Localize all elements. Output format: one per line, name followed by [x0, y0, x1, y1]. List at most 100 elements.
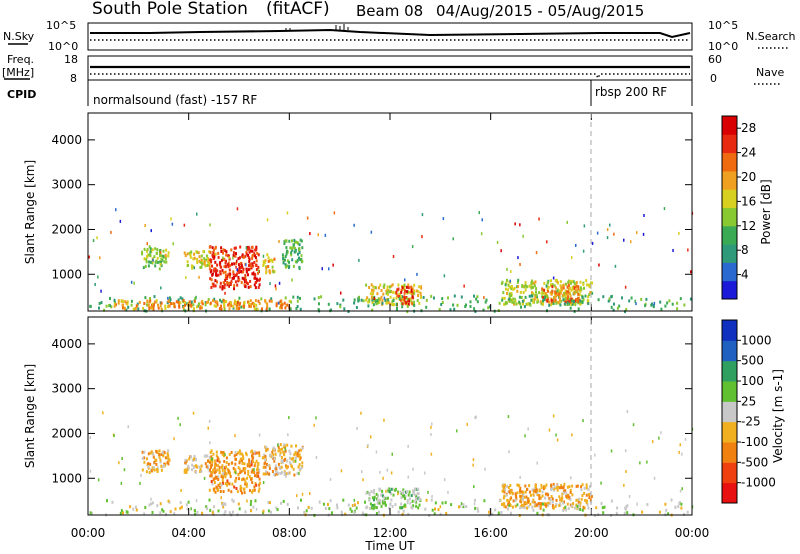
- velocity-cell: [365, 491, 368, 495]
- power-cell: [191, 266, 194, 270]
- power-cell: [105, 304, 108, 308]
- velocity-colorbar-tick-label: -100: [741, 435, 768, 449]
- power-cell: [209, 270, 212, 274]
- velocity-cell: [264, 465, 267, 469]
- power-cell: [531, 298, 534, 302]
- power-cell: [568, 286, 571, 290]
- power-cell: [550, 292, 553, 296]
- velocity-cell: [315, 456, 318, 459]
- velocity-cell: [658, 436, 660, 440]
- power-cell: [255, 245, 258, 249]
- power-cell: [571, 286, 574, 290]
- velocity-cell: [434, 507, 436, 511]
- power-cell: [523, 285, 526, 289]
- power-cell: [298, 243, 301, 247]
- power-cell: [136, 302, 139, 306]
- velocity-cell: [355, 506, 358, 510]
- velocity-cell: [148, 471, 151, 474]
- velocity-cell: [153, 468, 156, 472]
- power-cell: [299, 258, 302, 262]
- velocity-cell: [375, 450, 378, 454]
- power-cell: [482, 308, 485, 312]
- velocity-cell: [277, 449, 280, 453]
- velocity-cell: [412, 491, 415, 495]
- velocity-cell: [582, 505, 585, 509]
- power-cell: [511, 285, 513, 288]
- velocity-cell: [216, 468, 219, 472]
- power-cell: [368, 286, 371, 289]
- power-cell: [510, 292, 513, 295]
- power-cell: [226, 281, 229, 284]
- velocity-cell: [179, 501, 182, 505]
- power-cell: [369, 292, 372, 296]
- power-cell: [690, 270, 692, 274]
- velocity-cell: [537, 504, 540, 508]
- power-cell: [546, 298, 549, 302]
- velocity-cell: [221, 468, 224, 472]
- velocity-cell: [226, 479, 229, 483]
- velocity-cell: [520, 495, 523, 499]
- power-cell: [190, 303, 193, 307]
- power-cell: [159, 304, 162, 308]
- power-cell: [167, 251, 170, 255]
- velocity-cell: [119, 511, 122, 515]
- velocity-cell: [407, 512, 410, 516]
- velocity-cell: [418, 503, 421, 507]
- velocity-cell: [286, 465, 289, 469]
- power-cell: [279, 300, 282, 304]
- power-cell: [248, 260, 251, 264]
- power-cell: [277, 301, 280, 305]
- power-cell: [164, 257, 167, 261]
- power-cell: [218, 263, 221, 267]
- power-cell: [245, 252, 248, 256]
- power-cell: [549, 291, 552, 295]
- cpid-segment-2: rbsp 200 RF: [595, 85, 667, 99]
- power-cell: [355, 306, 358, 309]
- power-plot-area: [87, 112, 693, 312]
- power-cell: [575, 284, 578, 288]
- power-cell: [238, 266, 241, 270]
- power-cell: [286, 249, 288, 253]
- power-cell: [519, 223, 521, 227]
- power-cell: [224, 278, 227, 282]
- power-cell: [246, 246, 249, 249]
- time-tick-label: 12:00: [373, 526, 408, 540]
- power-cell: [570, 303, 573, 306]
- velocity-cell: [360, 411, 362, 415]
- velocity-cell: [522, 498, 524, 502]
- power-cell: [159, 262, 162, 266]
- power-cell: [546, 240, 548, 244]
- power-cell: [260, 297, 263, 301]
- power-cell: [558, 292, 561, 296]
- velocity-cell: [402, 509, 405, 513]
- velocity-cell: [512, 499, 515, 503]
- velocity-cell: [111, 500, 114, 504]
- velocity-cell: [166, 452, 169, 456]
- velocity-cell: [244, 510, 247, 514]
- velocity-cell: [373, 498, 375, 502]
- velocity-y-label: Slant Range [km]: [23, 364, 37, 468]
- nsearch-label: N.Search: [746, 30, 796, 43]
- velocity-cell: [232, 466, 235, 470]
- power-cell: [296, 258, 299, 262]
- velocity-cell: [221, 464, 224, 468]
- velocity-cell: [255, 483, 258, 487]
- power-cell: [242, 267, 245, 271]
- velocity-cell: [372, 507, 375, 511]
- power-cell: [551, 291, 554, 294]
- power-cell: [213, 255, 216, 259]
- velocity-cell: [150, 450, 153, 454]
- velocity-cell: [522, 496, 524, 500]
- power-cell: [288, 266, 290, 269]
- velocity-cell: [266, 463, 268, 466]
- velocity-cell: [256, 473, 259, 476]
- power-cell: [214, 284, 217, 288]
- velocity-cell: [472, 458, 475, 462]
- power-cell: [272, 270, 275, 274]
- power-colorbar-swatch: [722, 170, 737, 190]
- power-cell: [186, 260, 189, 264]
- power-cell: [577, 307, 580, 311]
- velocity-cell: [280, 456, 283, 459]
- velocity-cell: [300, 466, 303, 470]
- power-cell: [571, 279, 574, 283]
